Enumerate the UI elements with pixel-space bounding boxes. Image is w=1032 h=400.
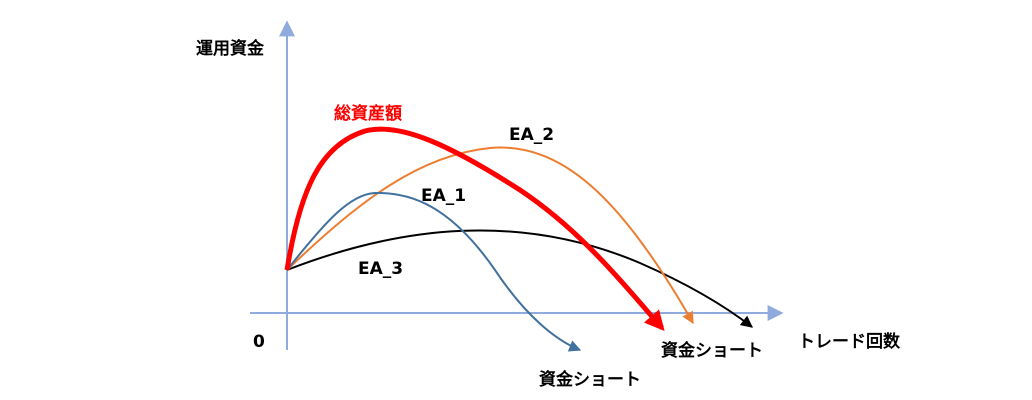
x-axis-label: トレード回数	[798, 331, 901, 352]
short-label-ea1: 資金ショート	[539, 369, 641, 390]
ea2-curve	[286, 146, 694, 325]
origin-label: 0	[253, 332, 265, 352]
total-assets-label: 総資産額	[334, 103, 402, 124]
ea1-curve	[286, 191, 582, 352]
ea2-label: EA_2	[509, 125, 554, 145]
ea3-label: EA_3	[358, 259, 403, 279]
ea1-label: EA_1	[421, 186, 466, 206]
short-label-total: 資金ショート	[661, 340, 763, 361]
total-assets-curve	[284, 126, 665, 332]
y-axis-label: 運用資金	[196, 38, 265, 59]
